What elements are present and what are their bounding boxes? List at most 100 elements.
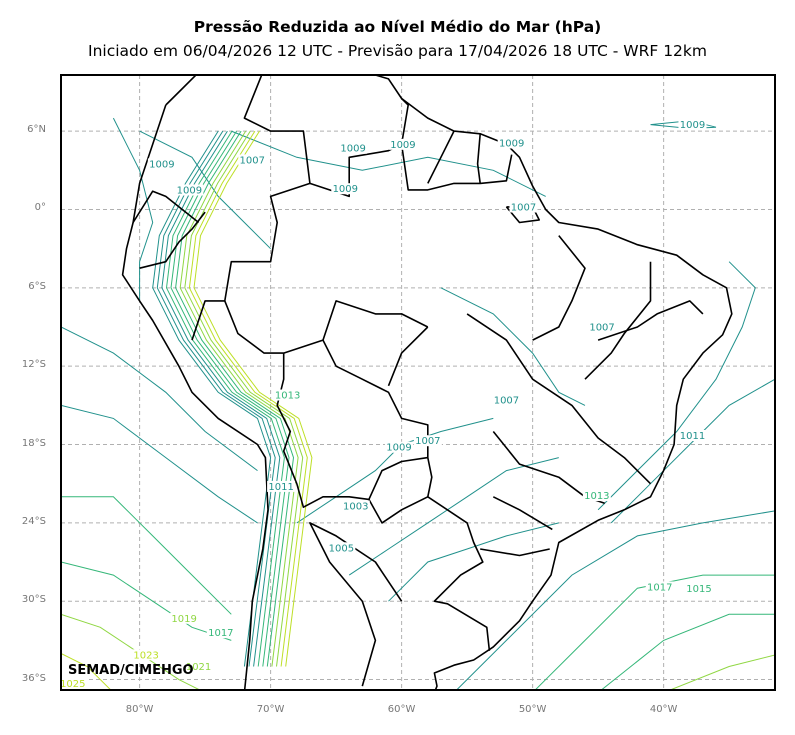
isobar	[179, 130, 299, 667]
map-title: Pressão Reduzida ao Nível Médio do Mar (…	[193, 18, 602, 36]
contour-label: 1007	[494, 396, 519, 407]
isobar	[188, 130, 308, 667]
contour-label: 1013	[584, 491, 609, 502]
border-line	[283, 339, 491, 651]
border-line	[476, 133, 481, 184]
border-line	[368, 496, 429, 524]
border-line	[224, 75, 311, 354]
border-line	[466, 313, 652, 485]
contour-label-bg	[206, 627, 235, 639]
isobar	[156, 130, 276, 667]
border-line	[165, 75, 733, 690]
contour-label: 1007	[589, 323, 614, 334]
border-line	[492, 496, 553, 531]
contour-label: 1025	[60, 679, 85, 690]
border-line	[309, 522, 403, 687]
contour-label-bg	[388, 138, 417, 150]
contour-label: 1023	[133, 650, 158, 661]
contour-label-bg	[339, 142, 368, 154]
contour-label-bg	[413, 435, 442, 447]
isobar	[455, 510, 775, 690]
border-line	[584, 261, 652, 380]
lat-tick-label: 6°S	[28, 280, 46, 292]
contour-label-bg	[582, 490, 611, 502]
contour-label: 1007	[511, 202, 536, 213]
isobar	[231, 130, 546, 197]
isobar	[597, 261, 756, 511]
contour-label-bg	[273, 389, 302, 401]
contour-label-bg	[385, 441, 414, 453]
border-line	[276, 353, 428, 508]
border-line	[139, 211, 206, 269]
contour-label-bg	[267, 480, 296, 492]
border-line	[309, 97, 409, 198]
isobar	[165, 130, 285, 667]
isobar	[388, 522, 559, 602]
isobar	[184, 130, 304, 667]
contour-label: 1007	[415, 436, 440, 447]
border-line	[387, 326, 429, 387]
isobar	[152, 130, 272, 667]
lat-tick-label: 30°S	[21, 594, 46, 606]
map-subtitle: Iniciado em 06/04/2026 12 UTC - Previsão…	[88, 42, 707, 60]
contour-label: 1007	[240, 155, 265, 166]
border-line	[597, 300, 704, 341]
contour-label-bg	[492, 394, 521, 406]
lat-tick-label: 36°S	[21, 672, 46, 684]
contour-label: 1019	[171, 614, 196, 625]
isobar	[161, 130, 281, 667]
contour-label-bg	[331, 183, 360, 195]
isobar	[193, 130, 313, 667]
lon-tick-label: 80°W	[125, 704, 154, 715]
contour-label-bg	[184, 661, 213, 673]
contour-label-bg	[238, 154, 267, 166]
isobar	[440, 287, 586, 406]
contour-label-bg	[132, 649, 161, 661]
isobar	[170, 130, 290, 667]
contour-label: 1009	[333, 184, 358, 195]
contour-label: 1003	[343, 502, 368, 513]
isobar	[610, 378, 775, 524]
lon-tick-label: 60°W	[387, 704, 416, 715]
contour-label-bg	[327, 542, 356, 554]
contour-label: 1005	[329, 543, 354, 554]
border-line	[480, 548, 550, 557]
contour-label: 1017	[208, 628, 233, 639]
border-line	[322, 300, 429, 341]
contour-label-bg	[147, 158, 176, 170]
contour-label-bg	[509, 201, 538, 213]
border-line	[132, 190, 200, 224]
contour-label-bg	[170, 612, 199, 624]
border-line	[427, 130, 455, 184]
isobar	[534, 574, 775, 690]
lon-tick-label: 50°W	[518, 704, 547, 715]
isobar	[61, 561, 232, 641]
isobar	[61, 496, 232, 615]
lat-tick-label: 18°S	[21, 437, 46, 449]
contour-label: 1021	[186, 662, 211, 673]
lat-tick-label: 12°S	[21, 359, 46, 371]
contour-label: 1009	[340, 144, 365, 155]
contour-label: 1009	[149, 159, 174, 170]
contour-label: 1009	[386, 443, 411, 454]
contour-label-bg	[61, 678, 87, 690]
isobar	[139, 130, 271, 250]
contour-label-bg	[341, 500, 370, 512]
contour-label-bg	[678, 429, 707, 441]
contour-label: 1009	[680, 120, 705, 131]
contour-label: 1011	[680, 431, 705, 442]
contour-label: 1011	[268, 482, 293, 493]
contour-label: 1009	[177, 186, 202, 197]
contour-labels: 1009 1009 1007 1009 1009 1009 1009 1009 1007 1007…	[60, 119, 714, 690]
contour-label: 1009	[390, 140, 415, 151]
isobar	[296, 417, 494, 524]
isobar	[600, 613, 775, 690]
isobar	[668, 654, 775, 690]
contour-label-bg	[497, 137, 526, 149]
contour-label: 1017	[647, 582, 672, 593]
lat-tick-label: 24°S	[21, 515, 46, 527]
isobar	[61, 404, 258, 524]
contour-label-bg	[175, 184, 204, 196]
contour-label: 1015	[686, 584, 711, 595]
